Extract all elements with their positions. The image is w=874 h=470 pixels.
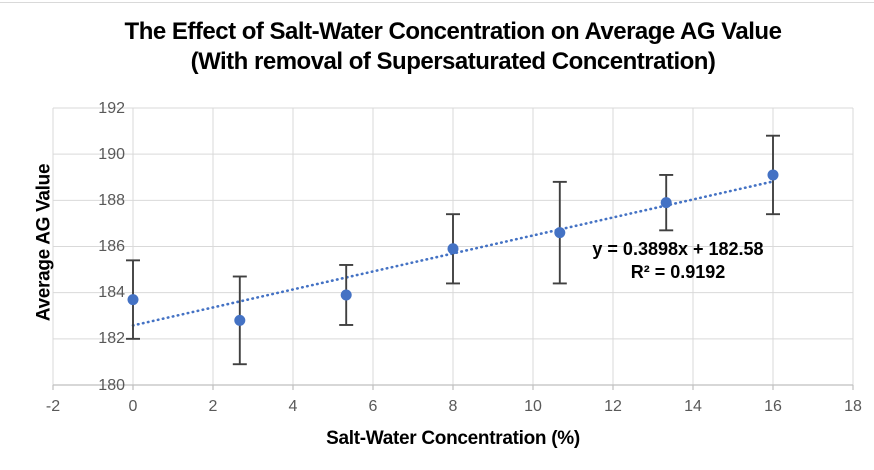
trendline-r-squared-line: R² = 0.9192: [630, 261, 726, 282]
data-point: [767, 169, 779, 181]
y-axis-title: Average AG Value: [33, 163, 55, 322]
x-tick-label: 8: [448, 398, 458, 415]
trendline-equation-line: y = 0.3898x + 182.58: [592, 239, 764, 259]
data-point: [447, 243, 459, 255]
y-tick-label: 186: [98, 238, 125, 255]
y-tick-label: 188: [98, 191, 125, 209]
x-tick-label: 0: [128, 398, 138, 415]
x-tick-label: 16: [764, 398, 782, 415]
data-point: [660, 197, 672, 209]
data-point: [127, 294, 139, 306]
data-point: [234, 314, 246, 326]
y-tick-label: 190: [98, 145, 125, 163]
y-tick-label: 180: [98, 376, 125, 394]
x-tick-label: 4: [288, 398, 298, 415]
data-point: [554, 227, 566, 239]
trendline-equation: y = 0.3898x + 182.58 R² = 0.9192: [508, 238, 848, 283]
x-tick-label: 14: [684, 398, 702, 415]
x-tick-label: 6: [368, 398, 378, 415]
top-border-line: [0, 2, 874, 3]
chart-title-line2: (With removal of Supersaturated Concentr…: [190, 48, 716, 75]
y-tick-label: 192: [98, 99, 125, 117]
data-point: [340, 289, 352, 301]
y-tick-label: 184: [98, 284, 125, 302]
chart-title: The Effect of Salt-Water Concentration o…: [53, 17, 853, 77]
x-tick-label: 2: [208, 398, 218, 415]
y-tick-label: 182: [98, 330, 125, 348]
chart-title-line1: The Effect of Salt-Water Concentration o…: [124, 18, 782, 45]
x-tick-label: -2: [45, 398, 61, 415]
x-tick-label: 12: [604, 398, 622, 415]
x-tick-label: 10: [524, 398, 542, 415]
x-tick-label: 18: [844, 398, 862, 415]
x-axis-title: Salt-Water Concentration (%): [326, 428, 580, 449]
